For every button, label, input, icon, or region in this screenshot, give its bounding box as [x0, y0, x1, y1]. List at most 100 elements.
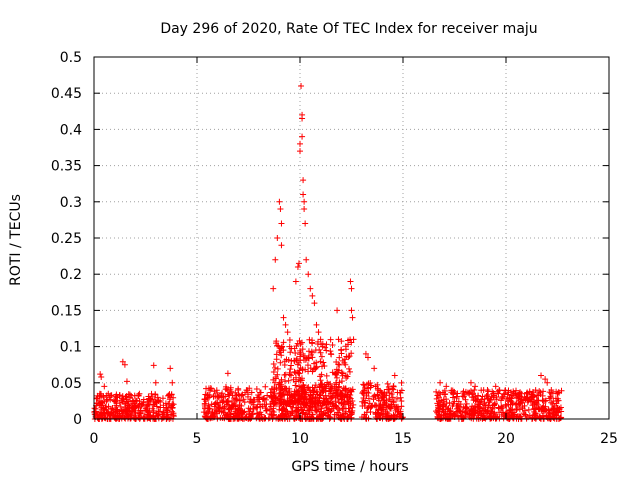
data-point [296, 370, 303, 377]
data-point [548, 399, 555, 406]
data-point [277, 206, 284, 213]
data-point [438, 399, 445, 406]
data-point [130, 414, 137, 421]
data-point [349, 314, 356, 321]
data-point [241, 399, 248, 406]
data-point [152, 379, 159, 386]
data-point [248, 389, 255, 396]
data-point [126, 394, 133, 401]
data-point [317, 336, 324, 343]
data-point [170, 413, 177, 420]
data-point [550, 406, 557, 413]
data-point [224, 397, 231, 404]
data-point [319, 381, 326, 388]
data-point [116, 392, 123, 399]
data-point [379, 393, 386, 400]
data-point [316, 346, 323, 353]
data-point [373, 402, 380, 409]
data-point [313, 363, 320, 370]
data-point [360, 381, 367, 388]
data-point [467, 379, 474, 386]
data-point [493, 393, 500, 400]
data-point [350, 401, 357, 408]
data-point [537, 389, 544, 396]
grid-lines [94, 57, 609, 419]
data-points [91, 82, 565, 422]
data-point [311, 384, 318, 391]
y-tick-label: 0.5 [60, 50, 82, 66]
data-point [524, 390, 531, 397]
data-point [235, 387, 242, 394]
data-point [484, 408, 491, 415]
data-point [528, 393, 535, 400]
data-point [323, 396, 330, 403]
y-tick-label: 0.15 [51, 303, 82, 319]
data-point [264, 392, 271, 399]
data-point [495, 404, 502, 411]
data-point [336, 407, 343, 414]
data-point [390, 399, 397, 406]
data-point [297, 353, 304, 360]
data-point [433, 408, 440, 415]
data-point [463, 400, 470, 407]
data-point [546, 410, 553, 417]
data-point [309, 292, 316, 299]
data-point [380, 394, 387, 401]
data-point [375, 407, 382, 414]
data-point [232, 389, 239, 396]
data-point [282, 321, 289, 328]
data-point [361, 402, 368, 409]
data-point [263, 407, 270, 414]
data-point [239, 408, 246, 415]
data-point [470, 412, 477, 419]
y-tick-label: 0.35 [51, 159, 82, 175]
data-point [349, 397, 356, 404]
data-point [544, 379, 551, 386]
data-point [304, 362, 311, 369]
data-point [434, 415, 441, 422]
data-point [336, 354, 343, 361]
data-point [347, 278, 354, 285]
data-point [293, 387, 300, 394]
data-point [101, 414, 108, 421]
data-point [274, 371, 281, 378]
data-point [205, 385, 212, 392]
data-point [527, 398, 534, 405]
data-point [315, 329, 322, 336]
data-point [137, 409, 144, 416]
data-point [205, 402, 212, 409]
data-point [299, 133, 306, 140]
data-point [155, 415, 162, 422]
data-point [328, 384, 335, 391]
data-point [262, 383, 269, 390]
data-point [525, 406, 532, 413]
data-point [346, 368, 353, 375]
data-point [280, 314, 287, 321]
data-point [542, 376, 549, 383]
data-point [212, 406, 219, 413]
data-point [350, 336, 357, 343]
data-point [220, 409, 227, 416]
data-point [170, 394, 177, 401]
data-point [299, 395, 306, 402]
data-point [340, 414, 347, 421]
data-point [275, 343, 282, 350]
data-point [163, 404, 170, 411]
data-point [510, 388, 517, 395]
data-point [98, 392, 105, 399]
data-point [341, 397, 348, 404]
data-point [297, 140, 303, 147]
data-point [496, 387, 503, 394]
data-point [286, 369, 293, 376]
data-point [297, 341, 304, 348]
data-point [300, 409, 307, 416]
data-point [270, 389, 277, 396]
data-point [330, 401, 337, 408]
data-point [338, 347, 345, 354]
data-point [301, 198, 308, 205]
data-point [450, 391, 457, 398]
data-point [161, 409, 168, 416]
data-point [486, 412, 493, 419]
data-point [228, 406, 235, 413]
